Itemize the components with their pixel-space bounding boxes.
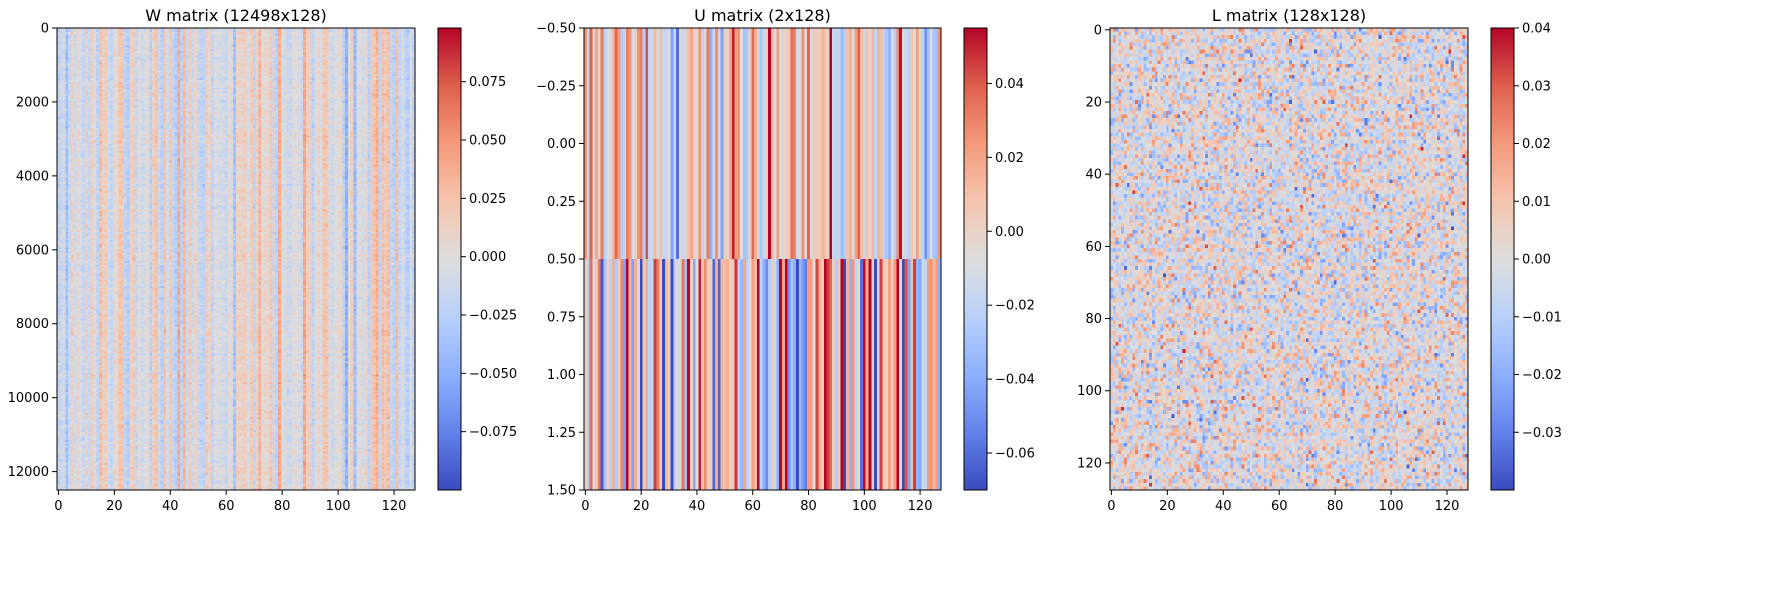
x-tick-label: 120 bbox=[908, 499, 933, 514]
colorbar-tick-label: −0.050 bbox=[469, 367, 517, 382]
x-tick-label: 40 bbox=[1215, 499, 1232, 514]
colorbar-tick-label: 0.04 bbox=[1522, 22, 1551, 37]
x-tick-label: 120 bbox=[382, 499, 407, 514]
colorbar-tick-label: −0.06 bbox=[995, 447, 1035, 462]
x-tick-label: 0 bbox=[581, 499, 589, 514]
colorbar-tick-label: −0.01 bbox=[1522, 310, 1562, 325]
x-tick-label: 80 bbox=[274, 499, 291, 514]
panel-0: W matrix (12498x128) 0 20 40 60 80 100 120 0 2000… bbox=[8, 6, 517, 514]
colorbar-frame bbox=[963, 27, 988, 491]
x-tick-label: 60 bbox=[744, 499, 761, 514]
colorbar-tick-label: 0.050 bbox=[469, 134, 506, 149]
chart-title: U matrix (2x128) bbox=[694, 6, 831, 25]
y-tick-label: 4000 bbox=[16, 169, 49, 184]
heatmap-cells bbox=[584, 28, 941, 490]
axes-frame bbox=[56, 27, 416, 491]
y-tick-label: 0.25 bbox=[547, 195, 576, 210]
x-tick-label: 80 bbox=[800, 499, 817, 514]
x-tick-label: 20 bbox=[633, 499, 650, 514]
y-tick-label: 0 bbox=[1094, 23, 1102, 38]
y-tick-label: 0.50 bbox=[547, 253, 576, 268]
y-tick-label: −0.50 bbox=[536, 22, 576, 37]
x-tick-label: 80 bbox=[1327, 499, 1344, 514]
y-tick-label: 0.00 bbox=[547, 137, 576, 152]
colorbar-tick-label: −0.075 bbox=[469, 425, 517, 440]
y-tick-label: 100 bbox=[1077, 384, 1102, 399]
colorbar-tick-label: 0.000 bbox=[469, 250, 506, 265]
x-tick-label: 40 bbox=[689, 499, 706, 514]
colorbar-tick-label: 0.00 bbox=[1522, 253, 1551, 268]
y-tick-label: 1.00 bbox=[547, 368, 576, 383]
colorbar-frame bbox=[437, 27, 462, 491]
colorbar-tick-label: −0.04 bbox=[995, 373, 1035, 388]
y-tick-label: 80 bbox=[1085, 312, 1102, 327]
colorbar-tick-label: 0.04 bbox=[995, 77, 1024, 92]
x-tick-label: 40 bbox=[162, 499, 179, 514]
colorbar-tick-label: −0.025 bbox=[469, 309, 517, 324]
x-tick-label: 0 bbox=[1107, 499, 1115, 514]
x-tick-label: 100 bbox=[852, 499, 877, 514]
y-tick-label: 0.75 bbox=[547, 310, 576, 325]
colorbar bbox=[964, 28, 987, 490]
colorbar-tick-label: 0.02 bbox=[995, 151, 1024, 166]
x-tick-label: 100 bbox=[1379, 499, 1404, 514]
colorbar-tick-label: 0.01 bbox=[1522, 195, 1551, 210]
colorbar-tick-label: 0.00 bbox=[995, 225, 1024, 240]
heatmap-cells bbox=[57, 28, 415, 490]
colorbar-tick-label: −0.02 bbox=[995, 299, 1035, 314]
x-tick-label: 20 bbox=[1159, 499, 1176, 514]
colorbar-tick-label: 0.02 bbox=[1522, 137, 1551, 152]
x-tick-label: 20 bbox=[106, 499, 123, 514]
colorbar-tick-label: 0.025 bbox=[469, 192, 506, 207]
x-tick-label: 60 bbox=[1271, 499, 1288, 514]
y-tick-label: 2000 bbox=[16, 95, 49, 110]
x-tick-label: 120 bbox=[1435, 499, 1460, 514]
y-tick-label: 120 bbox=[1077, 456, 1102, 471]
y-tick-label: 8000 bbox=[16, 317, 49, 332]
heatmap-cells bbox=[1110, 28, 1468, 490]
x-tick-label: 0 bbox=[54, 499, 62, 514]
y-tick-label: 6000 bbox=[16, 243, 49, 258]
y-tick-label: 1.50 bbox=[547, 484, 576, 499]
chart-title: L matrix (128x128) bbox=[1212, 6, 1366, 25]
y-tick-label: 60 bbox=[1085, 240, 1102, 255]
colorbar-tick-label: −0.02 bbox=[1522, 368, 1562, 383]
y-tick-label: 1.25 bbox=[547, 426, 576, 441]
panel-2: L matrix (128x128) 0 20 40 60 80 100 120 0 20 40 60… bbox=[1077, 6, 1562, 514]
y-tick-label: 10000 bbox=[8, 391, 49, 406]
y-tick-label: 0 bbox=[41, 22, 49, 37]
colorbar-tick-label: 0.075 bbox=[469, 75, 506, 90]
y-tick-label: −0.25 bbox=[536, 79, 576, 94]
x-tick-label: 60 bbox=[218, 499, 235, 514]
y-tick-label: 40 bbox=[1085, 168, 1102, 183]
colorbar-tick-label: −0.03 bbox=[1522, 426, 1562, 441]
colorbar bbox=[438, 28, 461, 490]
colorbar bbox=[1491, 28, 1514, 490]
colorbar-tick-label: 0.03 bbox=[1522, 79, 1551, 94]
x-tick-label: 100 bbox=[326, 499, 351, 514]
chart-title: W matrix (12498x128) bbox=[145, 6, 327, 25]
panel-1: U matrix (2x128) 0 20 40 60 80 100 120 −0.50 −0.2… bbox=[536, 6, 1035, 514]
y-tick-label: 20 bbox=[1085, 95, 1102, 110]
y-tick-label: 12000 bbox=[8, 465, 49, 480]
axes-frame bbox=[1109, 27, 1469, 491]
